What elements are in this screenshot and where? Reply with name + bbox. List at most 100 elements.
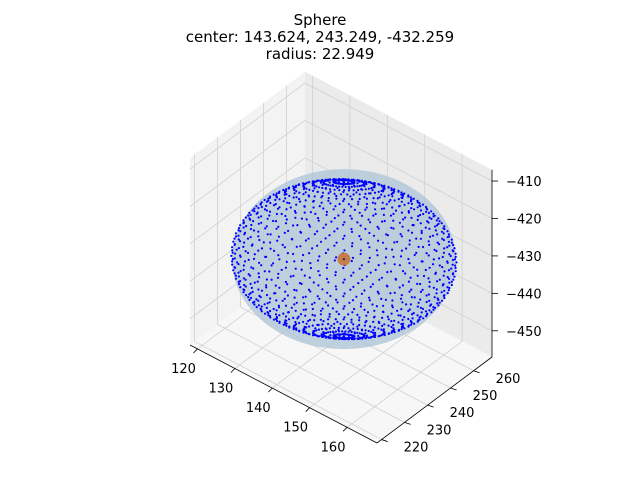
surface-point: [393, 241, 396, 244]
surface-point: [425, 294, 428, 297]
surface-point: [419, 222, 422, 225]
surface-point: [327, 184, 330, 187]
surface-point: [376, 225, 379, 228]
surface-point: [433, 214, 436, 217]
surface-point: [327, 318, 330, 321]
surface-point: [401, 324, 404, 327]
surface-point: [307, 237, 310, 240]
surface-point: [370, 187, 373, 190]
surface-point: [374, 212, 377, 216]
surface-point: [381, 220, 384, 223]
surface-point: [269, 309, 272, 313]
surface-point: [297, 183, 300, 187]
surface-point: [278, 206, 281, 209]
surface-point: [370, 330, 373, 333]
surface-point: [304, 191, 307, 194]
surface-point: [357, 334, 360, 337]
x-tick-mark: [267, 387, 273, 393]
surface-point: [269, 297, 272, 300]
surface-point: [342, 307, 345, 310]
surface-point: [364, 337, 367, 340]
surface-point: [356, 331, 359, 334]
surface-point: [275, 309, 278, 312]
surface-point: [359, 305, 362, 308]
surface-point: [427, 293, 430, 296]
surface-point: [404, 216, 407, 219]
surface-point: [410, 216, 413, 219]
surface-point: [281, 243, 284, 246]
surface-point: [393, 291, 396, 294]
surface-point: [334, 271, 337, 274]
surface-point: [394, 209, 398, 212]
surface-point: [285, 188, 288, 191]
surface-point: [448, 244, 451, 247]
surface-point: [349, 195, 352, 198]
surface-point: [260, 221, 263, 224]
surface-point: [316, 230, 319, 233]
surface-point: [436, 224, 439, 227]
surface-point: [305, 332, 308, 335]
surface-point: [438, 264, 441, 267]
surface-point: [283, 321, 286, 324]
surface-point: [339, 182, 342, 185]
surface-point: [316, 244, 319, 247]
surface-point: [285, 193, 288, 196]
surface-point: [380, 328, 383, 331]
surface-point: [392, 227, 395, 230]
surface-point: [342, 178, 345, 181]
surface-point: [377, 335, 380, 338]
surface-point: [259, 296, 262, 299]
surface-point: [365, 319, 368, 323]
surface-point: [250, 223, 253, 227]
surface-point: [317, 270, 320, 273]
surface-point: [381, 201, 384, 204]
surface-point: [410, 288, 413, 291]
surface-point: [278, 286, 281, 289]
surface-point: [416, 218, 419, 221]
surface-point: [268, 196, 271, 200]
surface-point: [311, 303, 314, 306]
surface-point: [302, 185, 305, 188]
surface-point: [327, 331, 330, 334]
surface-point: [333, 217, 336, 220]
surface-point: [409, 323, 413, 326]
surface-point: [234, 274, 237, 277]
surface-point: [419, 205, 422, 208]
surface-point: [407, 280, 410, 283]
surface-point: [441, 266, 444, 269]
surface-point: [424, 205, 428, 209]
surface-point: [436, 302, 439, 305]
surface-point: [255, 298, 258, 301]
surface-point: [334, 330, 337, 333]
surface-point: [329, 188, 332, 191]
surface-point: [364, 332, 367, 335]
surface-point: [242, 268, 245, 271]
surface-point: [282, 312, 285, 315]
surface-point: [390, 226, 393, 229]
y-tick-label: 260: [496, 372, 521, 387]
surface-point: [427, 277, 430, 280]
surface-point: [276, 276, 280, 279]
surface-point: [246, 237, 250, 240]
surface-point: [397, 198, 400, 201]
surface-point: [275, 315, 278, 319]
surface-point: [319, 309, 323, 312]
surface-point: [416, 206, 419, 209]
surface-point: [353, 331, 356, 334]
surface-point: [350, 180, 353, 183]
surface-point: [257, 249, 260, 252]
surface-point: [333, 230, 336, 233]
surface-point: [446, 230, 449, 233]
surface-point: [364, 188, 367, 191]
surface-point: [390, 320, 393, 323]
surface-point: [283, 231, 286, 234]
surface-point: [315, 185, 318, 188]
surface-point: [257, 272, 260, 275]
surface-point: [295, 327, 298, 330]
surface-point: [324, 327, 327, 330]
surface-point: [343, 249, 346, 252]
surface-point: [454, 252, 457, 255]
surface-point: [325, 266, 328, 269]
